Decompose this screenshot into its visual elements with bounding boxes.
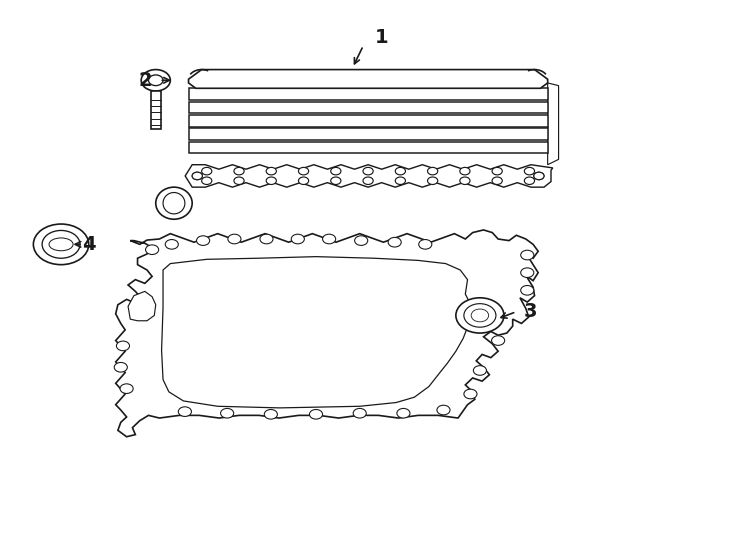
Circle shape [397,408,410,418]
Circle shape [520,268,534,278]
Circle shape [363,167,373,175]
Circle shape [492,336,505,346]
Circle shape [192,172,203,180]
Text: 4: 4 [82,235,95,254]
Polygon shape [548,83,559,165]
Circle shape [427,167,437,175]
Circle shape [492,177,502,185]
Circle shape [418,240,432,249]
Circle shape [197,236,210,245]
Circle shape [520,286,534,295]
Circle shape [322,234,335,244]
Polygon shape [189,129,548,140]
Circle shape [464,389,477,399]
Circle shape [291,234,305,244]
Circle shape [524,177,534,185]
Circle shape [145,245,159,254]
Circle shape [524,167,534,175]
Circle shape [234,177,244,185]
Circle shape [464,303,496,327]
Circle shape [310,409,322,419]
Circle shape [459,167,470,175]
Circle shape [534,172,544,180]
Circle shape [221,408,233,418]
Circle shape [520,250,534,260]
Circle shape [115,362,127,372]
Circle shape [456,298,504,333]
Circle shape [459,177,470,185]
Circle shape [117,341,129,350]
Circle shape [165,240,178,249]
Circle shape [148,75,163,86]
Circle shape [331,167,341,175]
Circle shape [534,172,544,180]
Ellipse shape [156,187,192,219]
Circle shape [42,231,80,258]
Polygon shape [128,292,156,321]
Circle shape [353,408,366,418]
Circle shape [437,405,450,415]
Circle shape [299,167,309,175]
Circle shape [396,177,405,185]
Circle shape [299,177,309,185]
Circle shape [355,236,368,245]
Text: 1: 1 [375,28,388,47]
Circle shape [266,167,277,175]
Circle shape [266,177,277,185]
Circle shape [331,177,341,185]
Circle shape [492,167,502,175]
Polygon shape [189,115,548,127]
Circle shape [202,167,212,175]
Circle shape [260,234,273,244]
Circle shape [228,234,241,244]
Circle shape [388,238,401,247]
Circle shape [202,177,212,185]
Polygon shape [189,88,548,100]
Circle shape [234,167,244,175]
Circle shape [264,409,277,419]
Ellipse shape [163,192,185,214]
Circle shape [427,177,437,185]
Polygon shape [189,70,548,88]
Polygon shape [161,256,473,408]
Text: 3: 3 [524,302,537,321]
Circle shape [473,366,487,375]
Circle shape [33,224,89,265]
Ellipse shape [49,238,73,251]
Circle shape [471,309,489,322]
Polygon shape [189,102,548,113]
Polygon shape [150,91,161,130]
Polygon shape [185,165,553,187]
Circle shape [178,407,192,416]
Polygon shape [116,230,538,437]
Circle shape [363,177,373,185]
Circle shape [396,167,405,175]
Circle shape [141,70,170,91]
Circle shape [192,172,203,180]
Circle shape [120,384,133,394]
Polygon shape [189,141,548,153]
Text: 2: 2 [138,71,152,90]
